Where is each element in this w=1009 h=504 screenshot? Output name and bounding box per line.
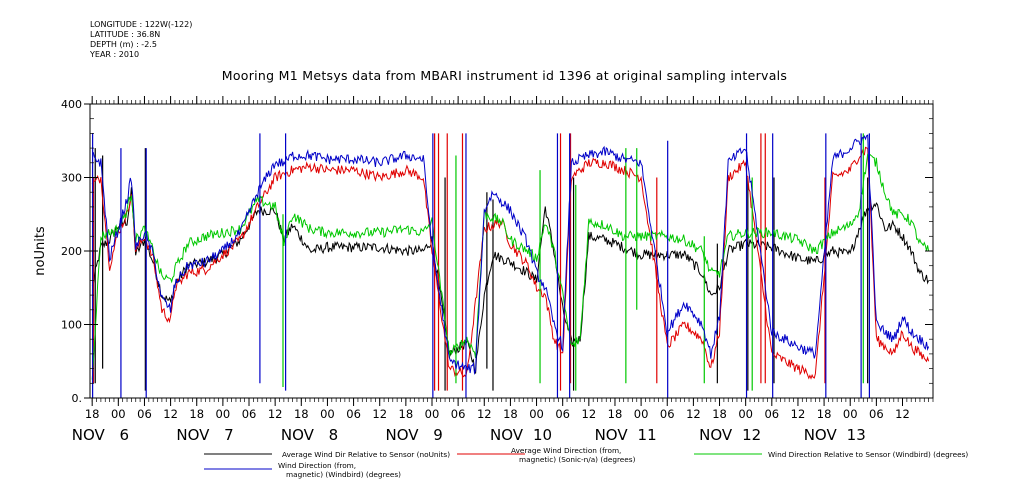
x-tick-label: 18 (294, 407, 309, 421)
series-line (91, 146, 930, 380)
y-tick-label: 300 (61, 172, 82, 185)
y-tick-label: 400 (61, 98, 82, 111)
legend-label: Wind Direction Relative to Sensor (Windb… (768, 450, 968, 459)
x-date-day: 11 (638, 426, 657, 444)
y-tick-label: 200 (61, 245, 82, 258)
x-date-month: NOV (176, 426, 210, 444)
x-tick-label: 00 (425, 407, 440, 421)
x-date-month: NOV (804, 426, 838, 444)
axes: 18 00 06 12 18 00 06 12 18 00 06 12 18 00 06 12 18 00 06 12… (33, 96, 934, 444)
legend-label: Wind Direction (from, magnetic) (Windbird… (278, 461, 401, 479)
y-tick-label: 100 (61, 319, 82, 332)
x-date-month: NOV (490, 426, 524, 444)
x-tick-label: 12 (372, 407, 387, 421)
x-date-day: 7 (224, 426, 234, 444)
x-tick-label: 06 (346, 407, 361, 421)
y-axis-label: noUnits (33, 226, 48, 276)
x-tick-label: 06 (660, 407, 675, 421)
x-tick-label: 00 (216, 407, 231, 421)
x-tick-label: 00 (634, 407, 649, 421)
latitude-label: LATITUDE : 36.8N (90, 30, 161, 39)
series-line (91, 187, 930, 374)
x-tick-label: 00 (111, 407, 126, 421)
x-tick-label: 00 (738, 407, 753, 421)
legend-label: Average Wind Direction (from, magnetic) (… (511, 446, 636, 464)
x-date-day: 6 (120, 426, 130, 444)
x-tick-label: 06 (869, 407, 884, 421)
x-date-day: 13 (847, 426, 866, 444)
x-tick-label: 18 (608, 407, 623, 421)
x-date-month: NOV (699, 426, 733, 444)
x-tick-label: 18 (399, 407, 414, 421)
x-date-day: 8 (329, 426, 339, 444)
x-date-day: 9 (433, 426, 443, 444)
x-tick-label: 12 (582, 407, 597, 421)
x-date-month: NOV (595, 426, 629, 444)
x-tick-label: 18 (817, 407, 832, 421)
x-tick-label: 06 (242, 407, 257, 421)
y-tick-label: 0. (72, 392, 83, 405)
x-date-month: NOV (281, 426, 315, 444)
metadata-block: LONGITUDE : 122W(-122) LATITUDE : 36.8N … (90, 20, 192, 60)
x-date-month: NOV (72, 426, 106, 444)
legend-label: Average Wind Dir Relative to Sensor (noU… (282, 450, 450, 459)
x-tick-label: 06 (137, 407, 152, 421)
x-tick-label: 12 (791, 407, 806, 421)
x-date-day: 10 (533, 426, 552, 444)
year-label: YEAR : 2010 (90, 50, 140, 59)
x-tick-label: 12 (895, 407, 910, 421)
legend: Average Wind Dir Relative to Sensor (noU… (204, 446, 968, 479)
plot-lines (91, 133, 930, 398)
x-tick-label: 00 (529, 407, 544, 421)
x-date-day: 12 (742, 426, 761, 444)
x-date-month: NOV (385, 426, 419, 444)
x-tick-label: 12 (686, 407, 701, 421)
x-tick-label: 12 (477, 407, 492, 421)
x-tick-label: 06 (451, 407, 466, 421)
x-tick-label: 18 (503, 407, 518, 421)
x-tick-label: 12 (163, 407, 178, 421)
x-tick-label: 18 (85, 407, 100, 421)
series-1 (91, 148, 930, 391)
series-line (91, 134, 930, 376)
x-tick-label: 12 (268, 407, 283, 421)
depth-label: DEPTH (m) : -2.5 (90, 40, 157, 49)
series-3 (91, 133, 930, 391)
x-tick-label: 18 (712, 407, 727, 421)
x-tick-label: 06 (555, 407, 570, 421)
plot-frame (89, 103, 934, 399)
x-tick-label: 18 (189, 407, 204, 421)
series-line (91, 153, 930, 380)
chart-title: Mooring M1 Metsys data from MBARI instru… (221, 68, 788, 83)
x-tick-label: 06 (764, 407, 779, 421)
x-tick-label: 00 (843, 407, 858, 421)
series-2 (91, 133, 930, 391)
longitude-label: LONGITUDE : 122W(-122) (90, 20, 193, 29)
x-tick-label: 00 (320, 407, 335, 421)
